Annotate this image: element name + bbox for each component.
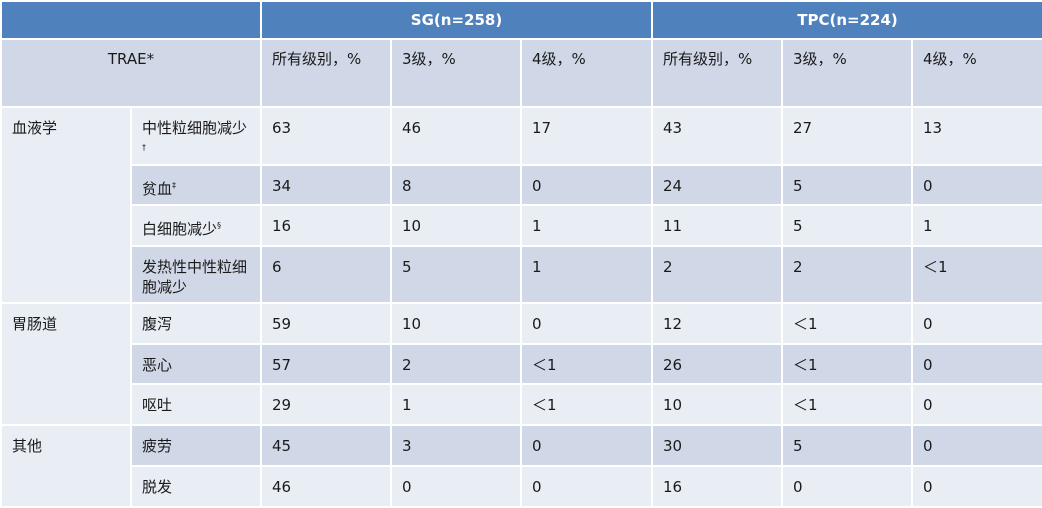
table-body: 血液学 中性粒细胞减少† 63 46 17 43 27 13 贫血‡ 34 8 0 24 5 0 白细胞减少§… [0, 106, 1042, 508]
sg-grade4-cell: ＜1 [520, 383, 653, 426]
sg-grade4-header: 4级，% [520, 38, 653, 108]
tpc-all-grades-cell: 24 [651, 164, 783, 206]
sg-all-grades-cell: 6 [260, 245, 392, 304]
table-row: 白细胞减少§ 16 10 1 11 5 1 [1, 204, 1042, 247]
sg-grade4-cell: ＜1 [520, 343, 653, 385]
sg-all-grades-cell: 57 [260, 343, 392, 385]
sg-grade4-cell: 0 [520, 424, 653, 467]
tpc-all-grades-header: 所有级别，% [651, 38, 783, 108]
footnote-mark: † [142, 143, 146, 152]
table-row: 呕吐 29 1 ＜1 10 ＜1 0 [1, 383, 1042, 426]
sg-all-grades-cell: 34 [260, 164, 392, 206]
header-corner [0, 0, 262, 40]
sg-grade3-cell: 3 [390, 424, 522, 467]
sg-grade4-cell: 17 [520, 106, 653, 166]
tpc-all-grades-cell: 10 [651, 383, 783, 426]
tpc-grade4-cell: 0 [910, 383, 1042, 426]
group-header-row: SG(n=258) TPC(n=224) [0, 0, 1042, 40]
tpc-grade3-cell: 0 [781, 465, 913, 508]
sg-grade4-cell: 1 [520, 204, 653, 247]
sg-all-grades-cell: 29 [260, 383, 392, 426]
tpc-grade4-cell: 0 [910, 343, 1042, 385]
group-label: 其他 [0, 424, 132, 508]
sg-grade4-cell: 1 [520, 245, 653, 304]
tpc-all-grades-cell: 16 [651, 465, 783, 508]
sg-all-grades-cell: 46 [260, 465, 392, 508]
tpc-all-grades-cell: 26 [651, 343, 783, 385]
group-label: 胃肠道 [0, 302, 132, 426]
sg-grade3-cell: 46 [390, 106, 522, 166]
event-name: 白细胞减少§ [130, 204, 262, 247]
tpc-grade4-cell: ＜1 [910, 245, 1042, 304]
tpc-grade3-cell: 5 [781, 424, 913, 467]
table-row: 发热性中性粒细胞减少 6 5 1 2 2 ＜1 [1, 245, 1042, 304]
tpc-all-grades-cell: 12 [651, 302, 783, 345]
event-name: 发热性中性粒细胞减少 [130, 245, 262, 304]
tpc-grade4-cell: 0 [910, 302, 1042, 345]
sg-all-grades-header: 所有级别，% [260, 38, 392, 108]
tpc-group-header: TPC(n=224) [650, 0, 1042, 40]
table-row: 血液学 中性粒细胞减少† 63 46 17 43 27 13 [0, 106, 1042, 304]
sg-all-grades-cell: 16 [260, 204, 392, 247]
footnote-mark: § [217, 221, 222, 230]
tpc-grade3-cell: 2 [781, 245, 913, 304]
table-row: 贫血‡ 34 8 0 24 5 0 [1, 164, 1042, 206]
tpc-all-grades-cell: 2 [651, 245, 783, 304]
sg-grade3-cell: 2 [390, 343, 522, 385]
event-name: 恶心 [130, 343, 262, 385]
tpc-grade4-cell: 13 [910, 106, 1042, 166]
tpc-grade3-cell: 5 [781, 164, 913, 206]
event-name: 脱发 [130, 465, 262, 508]
event-name: 贫血‡ [130, 164, 262, 206]
sg-grade4-cell: 0 [520, 164, 653, 206]
column-header-row: TRAE* 所有级别，% 3级，% 4级，% 所有级别，% 3级，% 4级，% [0, 38, 1042, 108]
tpc-all-grades-cell: 43 [651, 106, 783, 166]
sg-grade3-cell: 5 [390, 245, 522, 304]
sg-grade3-cell: 10 [390, 204, 522, 247]
event-name: 中性粒细胞减少† [130, 106, 262, 166]
tpc-grade4-cell: 0 [910, 465, 1042, 508]
sg-grade3-cell: 8 [390, 164, 522, 206]
tpc-grade3-cell: 5 [781, 204, 913, 247]
sg-grade3-header: 3级，% [390, 38, 522, 108]
tpc-grade3-cell: ＜1 [781, 343, 913, 385]
group-label: 血液学 [0, 106, 132, 304]
tpc-grade4-cell: 0 [910, 164, 1042, 206]
sg-grade4-cell: 0 [520, 302, 653, 345]
sg-all-grades-cell: 63 [260, 106, 392, 166]
table-row: 恶心 57 2 ＜1 26 ＜1 0 [1, 343, 1042, 385]
event-name: 疲劳 [130, 424, 262, 467]
tpc-grade3-cell: ＜1 [781, 302, 913, 345]
tpc-all-grades-cell: 30 [651, 424, 783, 467]
tpc-grade3-cell: 27 [781, 106, 913, 166]
tpc-grade4-cell: 1 [910, 204, 1042, 247]
tpc-all-grades-cell: 11 [651, 204, 783, 247]
tpc-grade4-cell: 0 [910, 424, 1042, 467]
table-row: 脱发 46 0 0 16 0 0 [1, 465, 1042, 508]
table-row: 胃肠道 腹泻 59 10 0 12 ＜1 0 [0, 302, 1042, 426]
tpc-grade4-header: 4级，% [910, 38, 1042, 108]
sg-grade3-cell: 10 [390, 302, 522, 345]
sg-all-grades-cell: 45 [260, 424, 392, 467]
footnote-mark: ‡ [172, 181, 177, 190]
tpc-grade3-header: 3级，% [781, 38, 913, 108]
sg-grade3-cell: 1 [390, 383, 522, 426]
sg-group-header: SG(n=258) [260, 0, 653, 40]
table-row: 其他 疲劳 45 3 0 30 5 0 [0, 424, 1042, 508]
trae-header: TRAE* [0, 38, 262, 108]
sg-all-grades-cell: 59 [260, 302, 392, 345]
sg-grade4-cell: 0 [520, 465, 653, 508]
event-name: 腹泻 [130, 302, 262, 345]
tpc-grade3-cell: ＜1 [781, 383, 913, 426]
sg-grade3-cell: 0 [390, 465, 522, 508]
event-name: 呕吐 [130, 383, 262, 426]
